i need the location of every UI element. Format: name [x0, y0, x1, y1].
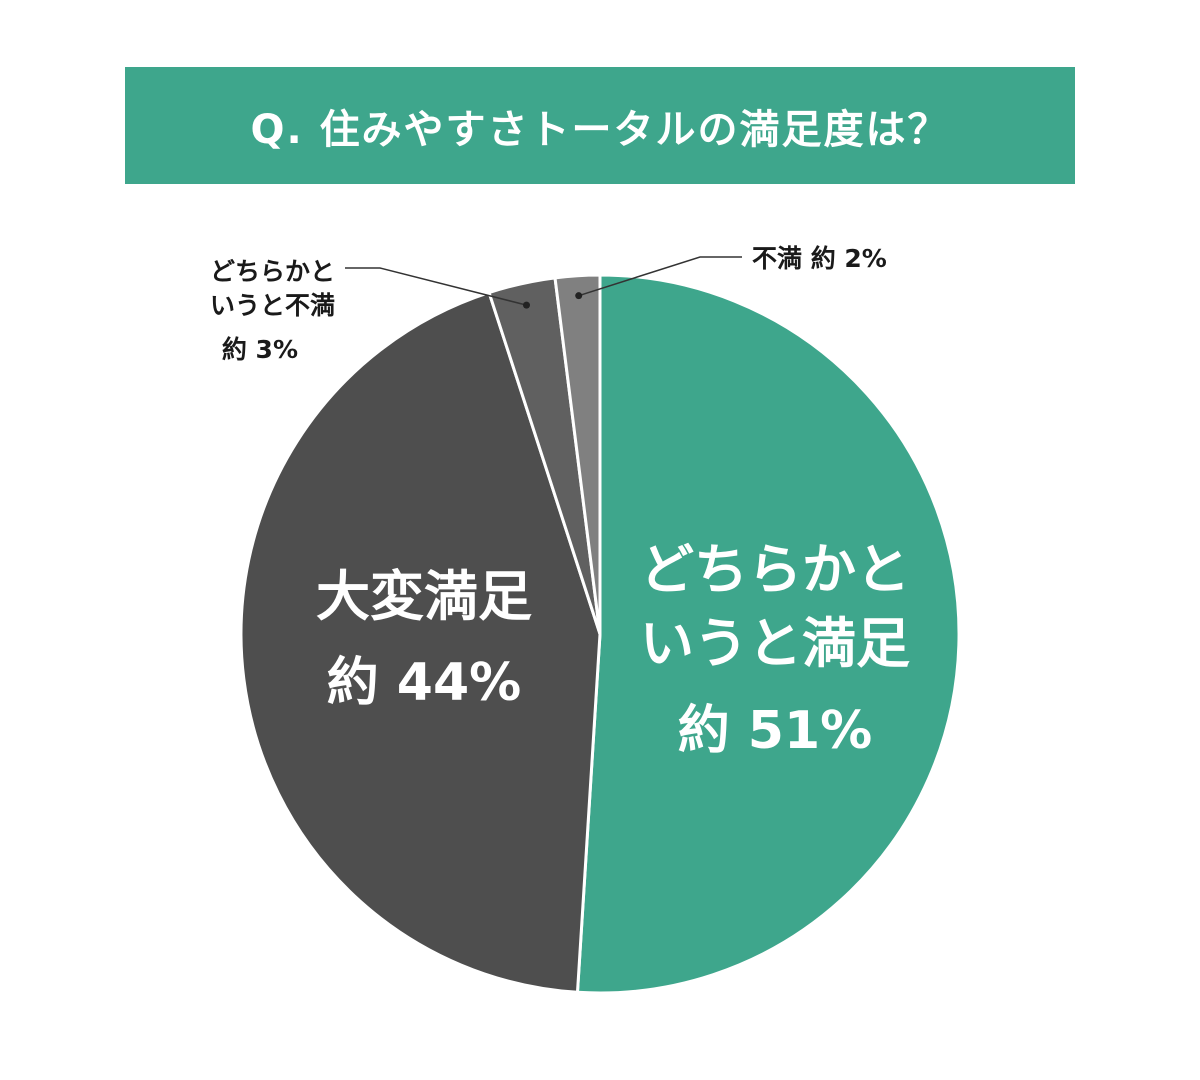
slice-label: 大変満足: [316, 565, 532, 628]
leader-line-dissatisfied: [578, 256, 742, 297]
slice-label: どちらかと: [210, 257, 335, 286]
slice-dissatisfied: [553, 273, 602, 636]
slice-value-label: 約 51%: [678, 701, 873, 761]
slice-value-label: 約 3%: [222, 335, 298, 364]
leader-line-somewhat-dissatisfied: [345, 267, 527, 306]
slice-value-label: 約 44%: [327, 653, 522, 713]
chart-title-banner: Q. 住みやすさトータルの満足度は？: [125, 67, 1075, 184]
slice-label: いうと満足: [640, 612, 910, 675]
slice-somewhat-satisfied: [575, 273, 961, 995]
leader-line-somewhat-dissatisfied-dot: [522, 301, 530, 309]
chart-title: Q. 住みやすさトータルの満足度は？: [250, 106, 950, 153]
slice-label: いうと不満: [210, 291, 335, 320]
leader-line-dissatisfied-dot: [575, 292, 583, 300]
slice-label: どちらかと: [640, 538, 910, 601]
slice-label: 不満 約 2%: [752, 244, 887, 273]
slice-very-satisfied: [239, 291, 602, 994]
